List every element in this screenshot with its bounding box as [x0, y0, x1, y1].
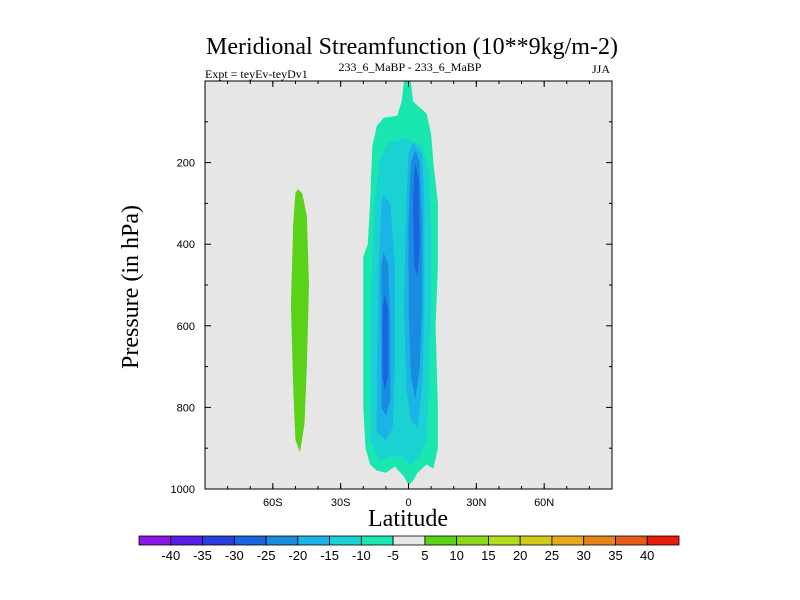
x-axis-label: Latitude: [368, 506, 448, 532]
x-tick-label: 60S: [263, 497, 283, 509]
colorbar-level-label: 40: [640, 548, 654, 563]
x-tick-label: 0: [405, 497, 411, 509]
colorbar-swatch: [138, 535, 172, 546]
colorbar: -40 -35 -30 -25 -20 -15 -10 -5 5 10 15 20 25 30 35 40: [138, 535, 680, 563]
x-tick-label: 60N: [534, 497, 554, 509]
x-tick-label: 30N: [466, 497, 486, 509]
y-tick-label: 800: [177, 402, 195, 414]
colorbar-level-label: -5: [387, 548, 399, 563]
contour-negative-core-east-3: [413, 162, 420, 277]
colorbar-swatch: [170, 535, 203, 546]
colorbar-swatch: [519, 535, 553, 546]
x-tick-label: 30S: [331, 497, 351, 509]
y-tick-label: 400: [177, 239, 195, 251]
colorbar-level-label: -25: [257, 548, 276, 563]
colorbar-swatch: [646, 535, 680, 546]
colorbar-swatch: [360, 535, 394, 546]
colorbar-swatch: [583, 535, 616, 546]
period-label: 233_6_MaBP - 233_6_MaBP: [339, 60, 482, 74]
colorbar-swatch: [488, 535, 521, 546]
colorbar-swatch: [424, 535, 458, 546]
y-tick-label: 200: [177, 158, 195, 170]
colorbar-swatch: [615, 535, 648, 546]
colorbar-level-label: -35: [193, 548, 212, 563]
colorbar-level-label: -30: [225, 548, 244, 563]
colorbar-level-label: 5: [421, 548, 428, 563]
colorbar-level-label: 20: [513, 548, 527, 563]
contour-negative-core-west-3: [382, 293, 389, 392]
colorbar-swatch: [456, 535, 489, 546]
colorbar-level-label: -10: [352, 548, 371, 563]
colorbar-swatch: [551, 535, 585, 546]
colorbar-level-label: -40: [161, 548, 180, 563]
colorbar-level-label: -15: [320, 548, 339, 563]
y-tick-label: 600: [177, 321, 195, 333]
y-axis-label: Pressure (in hPa): [118, 205, 144, 369]
colorbar-swatch: [233, 535, 267, 546]
y-tick-label: 1000: [171, 484, 195, 496]
colorbar-level-label: -20: [288, 548, 307, 563]
contour-layer: [290, 81, 438, 485]
chart-title: Meridional Streamfunction (10**9kg/m-2): [206, 34, 618, 60]
colorbar-swatch: [392, 535, 426, 546]
x-axis: 60S 30S 0 30N 60N: [204, 81, 613, 509]
colorbar-level-label: 35: [608, 548, 622, 563]
colorbar-level-label: 25: [545, 548, 559, 563]
colorbar-swatch: [202, 535, 235, 546]
colorbar-level-label: 10: [449, 548, 463, 563]
colorbar-swatch: [297, 535, 330, 546]
colorbar-swatch: [329, 535, 362, 546]
colorbar-level-label: 30: [576, 548, 590, 563]
y-axis: 200 400 600 800 1000: [171, 121, 612, 496]
contour-positive-cell-south: [290, 189, 309, 453]
season-label: JJA: [592, 62, 610, 76]
colorbar-level-label: 15: [481, 548, 495, 563]
experiment-label: Expt = teyEv-teyDv1: [205, 67, 308, 81]
colorbar-swatch: [265, 535, 299, 546]
